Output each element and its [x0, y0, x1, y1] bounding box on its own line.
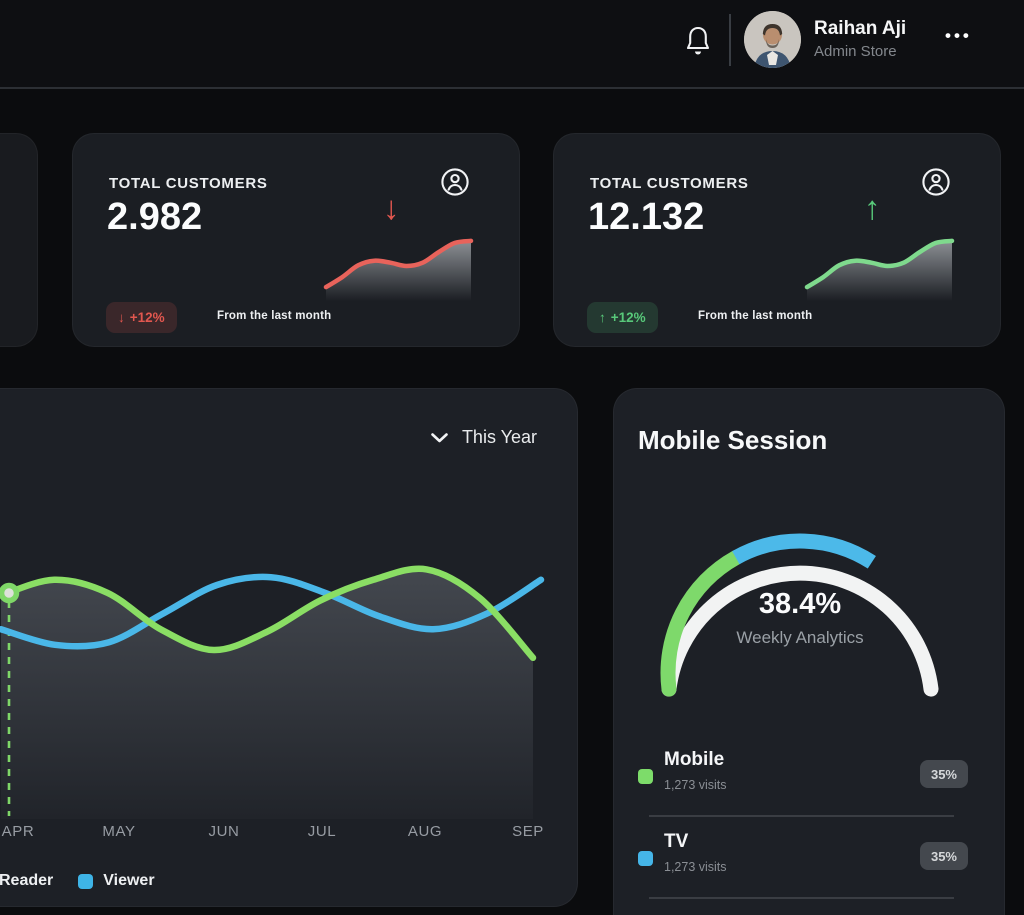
gauge-chart [660, 533, 939, 697]
viewer-swatch-icon [78, 873, 94, 889]
row-percent-badge: 35% [919, 760, 968, 788]
topbar-vertical-divider [729, 14, 731, 66]
line-chart-card: This Year APR MAY JUN JUL AUG SEP Reader… [0, 388, 578, 907]
row-visits: 1,273 visits [664, 778, 727, 792]
legend-item-viewer[interactable]: Viewer [78, 872, 155, 890]
x-axis-label: JUN [208, 823, 240, 840]
trend-badge: ↓ +12% [106, 302, 177, 333]
row-label: TV [664, 831, 689, 852]
stat-value: 2.982 [107, 196, 203, 238]
user-name: Raihan Aji [814, 17, 907, 39]
gauge-caption: Weekly Analytics [736, 628, 864, 647]
mobile-session-card: Mobile Session 38.4% Weekly Analytics Mo… [613, 388, 1005, 915]
filter-label: This Year [461, 427, 537, 447]
year-filter-dropdown[interactable]: This Year [431, 427, 537, 448]
stat-title: TOTAL CUSTOMERS [109, 175, 268, 192]
stat-value: 12.132 [588, 196, 705, 238]
stat-card-total-customers-1: TOTAL CUSTOMERS 2.982 ↓ ↓ +12% From the … [72, 133, 520, 347]
bell-icon [686, 26, 710, 55]
stat-note: From the last month [698, 310, 813, 322]
user-role: Admin Store [814, 42, 897, 60]
x-axis-label: SEP [512, 823, 544, 840]
session-row-tv: TV 1,273 visits 35% [638, 827, 982, 883]
chevron-down-icon [431, 432, 448, 442]
badge-percent: +12% [129, 310, 165, 325]
badge-percent: +12% [610, 310, 646, 325]
avatar[interactable] [744, 10, 801, 68]
legend-item-reader[interactable]: Reader [0, 872, 54, 889]
avatar-photo-icon [744, 10, 801, 68]
more-options-button[interactable]: ••• [945, 26, 972, 45]
trend-up-arrow-icon: ↑ [864, 189, 881, 226]
stat-card-total-customers-2: TOTAL CUSTOMERS 12.132 ↑ ↑ +12% From the… [553, 133, 1001, 347]
header-divider [0, 87, 1024, 89]
x-axis-label: APR [1, 823, 35, 840]
stat-title: TOTAL CUSTOMERS [590, 175, 749, 192]
row-percent-badge: 35% [919, 842, 968, 870]
x-axis-label: AUG [407, 823, 443, 840]
x-axis-label: MAY [102, 823, 136, 840]
session-row-mobile: Mobile 1,273 visits 35% [638, 745, 982, 801]
gauge-value: 38.4% [758, 588, 842, 620]
row-divider [649, 815, 954, 817]
topbar: Raihan Aji Admin Store ••• [0, 0, 1024, 87]
card-title: Mobile Session [638, 425, 828, 455]
sparkline-chart [804, 238, 955, 301]
row-divider [649, 897, 954, 899]
row-visits: 1,273 visits [664, 860, 727, 874]
profile-menu[interactable]: Raihan Aji Admin Store [744, 9, 906, 69]
user-circle-icon [440, 167, 470, 197]
sparkline-chart [323, 238, 474, 301]
stat-note: From the last month [217, 310, 332, 322]
stat-card-clipped [0, 133, 38, 347]
notifications-button[interactable] [682, 24, 714, 60]
tv-bullet-icon [638, 851, 653, 866]
trend-badge: ↑ +12% [587, 302, 658, 333]
chart-legend: Reader Viewer [0, 872, 155, 890]
mobile-bullet-icon [638, 769, 653, 784]
user-circle-icon [921, 167, 951, 197]
line-chart [0, 565, 545, 819]
badge-arrow-icon: ↑ [599, 310, 606, 325]
badge-arrow-icon: ↓ [118, 310, 125, 325]
row-label: Mobile [664, 749, 725, 770]
trend-down-arrow-icon: ↓ [383, 189, 400, 226]
x-axis-label: JUL [307, 823, 337, 840]
